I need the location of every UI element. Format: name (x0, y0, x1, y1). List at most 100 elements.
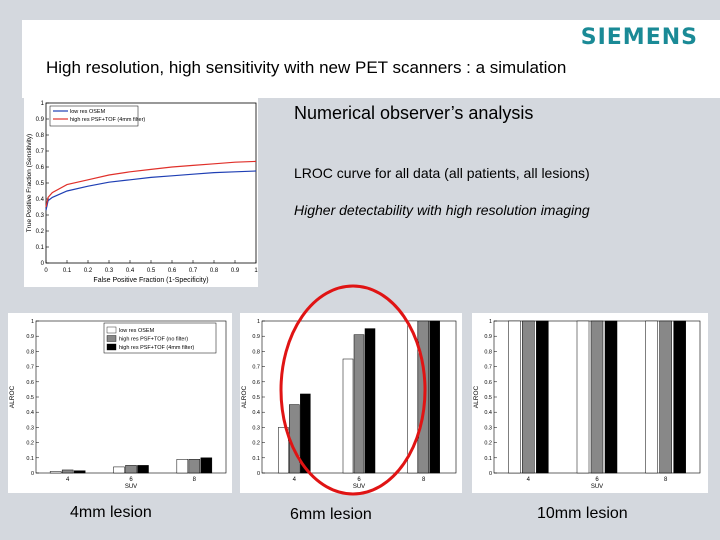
y-tick-label: 0.4 (26, 410, 34, 416)
bar-4-series-2 (522, 320, 535, 474)
x-tick-label: 0.2 (84, 268, 93, 274)
lroc-curve-chart: 0 0.1 0.2 0.3 0.4 0.5 0.6 0.7 0.8 0.9 1 0 0.1 0.2 0.3 0… (26, 101, 258, 284)
x-tick-label: 0 (44, 268, 48, 274)
x-tick-label: 0.1 (63, 268, 72, 274)
lroc-legend (49, 105, 139, 127)
highlight-circle (279, 284, 427, 496)
lroc-plot-area (45, 102, 257, 264)
x-tick-label: 0.3 (105, 268, 114, 274)
x-tick-label: 8 (193, 477, 197, 483)
bar-8-series-1 (176, 459, 189, 474)
x-tick-label: 0.8 (210, 268, 219, 274)
bar-6-series-3 (137, 465, 149, 474)
legend-label: low res OSEM (119, 328, 155, 334)
legend-swatch (106, 326, 117, 334)
y-tick-label: 0.2 (36, 229, 45, 235)
y-tick-label: 0.8 (484, 349, 492, 355)
bar-panel-4mm: 0 0.1 0.2 0.3 0.4 0.5 0.6 0.7 0.8 0.9 1 4 6 8 SUV ALROC… (8, 313, 232, 493)
bar-4-series-2 (61, 469, 74, 474)
bar-4-series-1 (49, 471, 62, 474)
x-axis-label: SUV (591, 484, 603, 490)
legend-label: low res OSEM (70, 109, 106, 115)
bar-6-series-2 (590, 320, 604, 474)
bar-6-series-2 (125, 465, 137, 474)
y-tick-label: 1 (257, 319, 260, 325)
x-axis-label: SUV (353, 484, 365, 490)
legend-swatch (106, 343, 117, 351)
bar-6-series-1 (113, 466, 125, 474)
x-tick-label: 8 (422, 477, 426, 483)
y-tick-label: 0.6 (252, 380, 260, 386)
y-tick-label: 0.6 (26, 380, 34, 386)
legend-label: high res PSF+TOF (4mm filter) (119, 345, 194, 351)
y-tick-label: 0 (257, 471, 260, 477)
legend-label: high res PSF+TOF (4mm filter) (70, 117, 145, 123)
legend-label: high res PSF+TOF (no filter) (119, 337, 188, 343)
y-tick-label: 0.3 (252, 425, 260, 431)
x-tick-label: 6 (129, 477, 133, 483)
caption-10mm: 10mm lesion (537, 505, 628, 522)
y-tick-label: 0.7 (484, 365, 492, 371)
y-tick-label: 0.3 (36, 213, 45, 219)
y-tick-label: 0 (489, 471, 492, 477)
y-tick-label: 0.4 (36, 197, 45, 203)
y-tick-label: 0.4 (484, 410, 492, 416)
y-tick-label: 0.6 (484, 380, 492, 386)
x-axis-label: SUV (125, 484, 137, 490)
bar-8-series-2 (659, 320, 672, 474)
y-tick-label: 0 (31, 471, 34, 477)
bar-8-series-3 (200, 457, 213, 474)
y-tick-label: 1 (31, 319, 34, 325)
y-tick-label: 1 (41, 101, 45, 107)
y-tick-label: 0.9 (252, 334, 260, 340)
analysis-subheading: LROC curve for all data (all patients, a… (294, 165, 590, 181)
bar-8-series-3 (673, 320, 686, 474)
y-axis-label: ALROC (473, 386, 480, 409)
bar-6-series-1 (342, 358, 354, 474)
bar-4-series-1 (278, 427, 289, 474)
alroc-bar-chart-4mm: 0 0.1 0.2 0.3 0.4 0.5 0.6 0.7 0.8 0.9 1 4 6 8 SUV ALROC… (9, 319, 227, 490)
alroc-bar-chart-10mm: 0 0.1 0.2 0.3 0.4 0.5 0.6 0.7 0.8 0.9 1 4 6 8 SUV ALROC (473, 319, 701, 490)
x-tick-label: 0.9 (231, 268, 240, 274)
y-tick-label: 0.2 (26, 441, 34, 447)
bar-8-series-1 (645, 320, 658, 474)
siemens-logo: SIEMENS (580, 25, 698, 50)
x-tick-label: 4 (66, 477, 70, 483)
slide-header: SIEMENS High resolution, high sensitivit… (22, 20, 720, 98)
y-tick-label: 0.7 (36, 149, 45, 155)
bar-4-series-3 (73, 470, 86, 474)
y-tick-label: 0.1 (36, 245, 45, 251)
y-tick-label: 0.2 (484, 441, 492, 447)
x-tick-label: 4 (293, 477, 297, 483)
y-axis-label: True Positive Fraction (Sensitivity) (26, 134, 33, 232)
bar-4-series-1 (508, 320, 521, 474)
bar-8-series-2 (188, 459, 201, 474)
caption-6mm: 6mm lesion (290, 506, 372, 523)
x-tick-label: 0.7 (189, 268, 198, 274)
legend-swatch (106, 335, 117, 342)
y-tick-label: 0.4 (252, 410, 260, 416)
bar-6-series-1 (576, 320, 590, 474)
bar-8-series-3 (429, 320, 440, 474)
y-tick-label: 0.8 (36, 133, 45, 139)
x-tick-label: 6 (595, 477, 599, 483)
y-tick-label: 0.9 (36, 117, 45, 123)
y-tick-label: 0.5 (36, 181, 45, 187)
x-tick-label: 1 (254, 268, 258, 274)
y-tick-label: 0.1 (252, 456, 260, 462)
analysis-note: Higher detectability with high resolutio… (294, 202, 590, 218)
analysis-heading: Numerical observer’s analysis (294, 103, 534, 123)
y-axis-label: ALROC (9, 386, 16, 409)
bar-6-series-3 (604, 320, 618, 474)
y-tick-label: 0.7 (26, 365, 34, 371)
y-tick-label: 0 (41, 261, 45, 267)
bar-4-series-3 (300, 393, 311, 474)
y-tick-label: 0.8 (26, 349, 34, 355)
y-tick-label: 0.9 (484, 334, 492, 340)
x-axis-label: False Positive Fraction (1-Specificity) (93, 277, 208, 284)
y-tick-label: 0.6 (36, 165, 45, 171)
y-tick-label: 0.2 (252, 441, 260, 447)
x-tick-label: 4 (527, 477, 531, 483)
x-tick-label: 0.6 (168, 268, 177, 274)
